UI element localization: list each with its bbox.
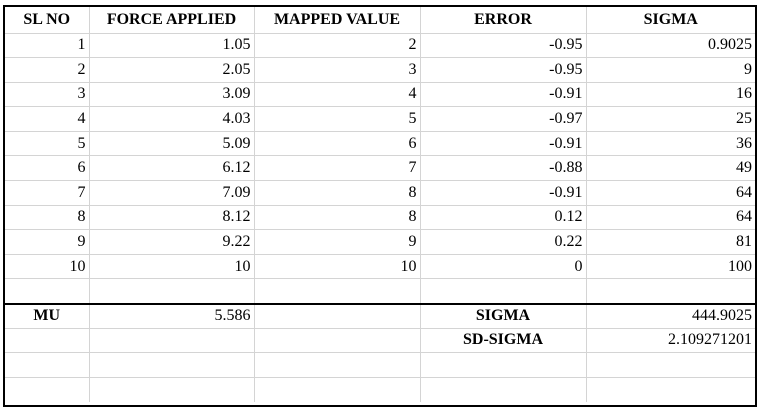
cell-sigma[interactable]: 81 [586,229,755,255]
table-row: 8 8.12 8 0.12 64 [5,205,755,231]
cell-error[interactable]: -0.88 [420,155,587,182]
cell-error[interactable]: -0.97 [420,106,587,132]
cell-sigma[interactable]: 9 [586,57,755,83]
table-row: 6 6.12 7 -0.88 49 [5,155,755,182]
cell-mapped-value[interactable]: 8 [254,180,421,206]
empty-cell[interactable] [89,278,255,305]
empty-cell[interactable] [254,377,421,402]
cell-error[interactable]: -0.91 [420,82,587,108]
empty-cell[interactable] [586,377,755,402]
cell-sigma[interactable]: 49 [586,155,755,182]
cell-sigma[interactable]: 64 [586,180,755,206]
empty-cell[interactable] [420,278,587,305]
summary-row-sd-sigma: SD-SIGMA 2.109271201 [5,328,755,354]
cell-sl-no[interactable]: 6 [5,155,90,182]
cell-mapped-value[interactable]: 8 [254,205,421,231]
table-row: 1 1.05 2 -0.95 0.9025 [5,33,755,59]
cell-mapped-value[interactable]: 6 [254,131,421,157]
cell-mapped-value[interactable]: 4 [254,82,421,108]
empty-cell[interactable] [5,278,90,305]
cell-sigma[interactable]: 0.9025 [586,33,755,59]
cell-sigma[interactable]: 36 [586,131,755,157]
spreadsheet-sheet: SL NO FORCE APPLIED MAPPED VALUE ERROR S… [3,5,757,407]
cell-sl-no[interactable]: 8 [5,205,90,231]
mu-value[interactable]: 5.586 [89,303,255,329]
cell-sigma[interactable]: 100 [586,254,755,280]
table-row: 2 2.05 3 -0.95 9 [5,57,755,83]
cell-force-applied[interactable]: 9.22 [89,229,255,255]
table-row: 7 7.09 8 -0.91 64 [5,180,755,206]
cell-force-applied[interactable]: 3.09 [89,82,255,108]
header-row: SL NO FORCE APPLIED MAPPED VALUE ERROR S… [5,7,755,34]
cell-force-applied[interactable]: 8.12 [89,205,255,231]
table-row: 4 4.03 5 -0.97 25 [5,106,755,132]
cell-mapped-value[interactable]: 2 [254,33,421,59]
header-cell-error[interactable]: ERROR [420,7,587,34]
cell-error[interactable]: 0 [420,254,587,280]
empty-row [5,278,755,305]
empty-cell[interactable] [89,352,255,378]
cell-error[interactable]: 0.12 [420,205,587,231]
cell-sl-no[interactable]: 2 [5,57,90,83]
empty-cell[interactable] [586,352,755,378]
sd-sigma-label[interactable]: SD-SIGMA [420,328,587,354]
empty-cell[interactable] [586,278,755,305]
cell-sl-no[interactable]: 7 [5,180,90,206]
mu-label[interactable]: MU [5,303,90,329]
cell-sl-no[interactable]: 1 [5,33,90,59]
cell-error[interactable]: -0.91 [420,131,587,157]
cell-mapped-value[interactable]: 3 [254,57,421,83]
header-cell-sl-no[interactable]: SL NO [5,7,90,34]
cell-sl-no[interactable]: 5 [5,131,90,157]
empty-cell[interactable] [5,352,90,378]
empty-cell[interactable] [254,303,421,329]
header-cell-force-applied[interactable]: FORCE APPLIED [89,7,255,34]
cell-mapped-value[interactable]: 5 [254,106,421,132]
sigma-total-value[interactable]: 444.9025 [586,303,755,329]
cell-force-applied[interactable]: 1.05 [89,33,255,59]
header-cell-sigma[interactable]: SIGMA [586,7,755,34]
cell-force-applied[interactable]: 10 [89,254,255,280]
cell-error[interactable]: -0.95 [420,33,587,59]
cell-error[interactable]: 0.22 [420,229,587,255]
cell-sl-no[interactable]: 4 [5,106,90,132]
table-row: 5 5.09 6 -0.91 36 [5,131,755,157]
data-table: SL NO FORCE APPLIED MAPPED VALUE ERROR S… [5,7,755,402]
cell-error[interactable]: -0.95 [420,57,587,83]
empty-cell[interactable] [420,352,587,378]
cell-force-applied[interactable]: 7.09 [89,180,255,206]
empty-row [5,352,755,378]
table-row: 3 3.09 4 -0.91 16 [5,82,755,108]
cell-sl-no[interactable]: 10 [5,254,90,280]
empty-cell[interactable] [89,328,255,354]
header-cell-mapped-value[interactable]: MAPPED VALUE [254,7,421,34]
empty-cell[interactable] [254,328,421,354]
cell-sl-no[interactable]: 3 [5,82,90,108]
cell-force-applied[interactable]: 2.05 [89,57,255,83]
empty-row [5,377,755,402]
cell-error[interactable]: -0.91 [420,180,587,206]
table-row: 10 10 10 0 100 [5,254,755,280]
cell-sigma[interactable]: 16 [586,82,755,108]
cell-sigma[interactable]: 64 [586,205,755,231]
empty-cell[interactable] [420,377,587,402]
sd-sigma-value[interactable]: 2.109271201 [586,328,755,354]
sigma-total-label[interactable]: SIGMA [420,303,587,329]
empty-cell[interactable] [89,377,255,402]
cell-mapped-value[interactable]: 9 [254,229,421,255]
cell-sigma[interactable]: 25 [586,106,755,132]
cell-mapped-value[interactable]: 7 [254,155,421,182]
cell-force-applied[interactable]: 6.12 [89,155,255,182]
table-row: 9 9.22 9 0.22 81 [5,229,755,255]
summary-row-mu: MU 5.586 SIGMA 444.9025 [5,303,755,329]
empty-cell[interactable] [5,377,90,402]
cell-sl-no[interactable]: 9 [5,229,90,255]
cell-mapped-value[interactable]: 10 [254,254,421,280]
cell-force-applied[interactable]: 5.09 [89,131,255,157]
empty-cell[interactable] [254,278,421,305]
cell-force-applied[interactable]: 4.03 [89,106,255,132]
empty-cell[interactable] [254,352,421,378]
empty-cell[interactable] [5,328,90,354]
